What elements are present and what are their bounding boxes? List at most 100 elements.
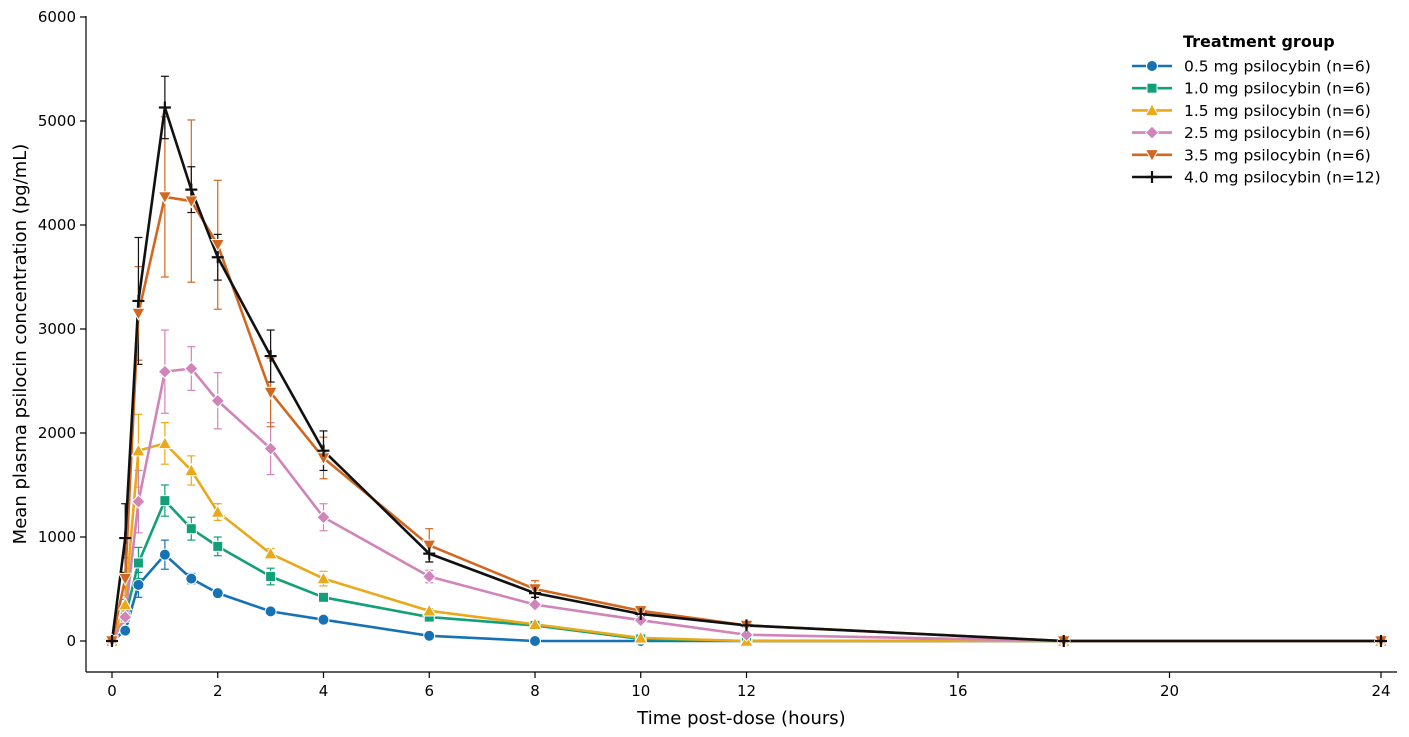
y-tick-label: 3000	[38, 320, 76, 338]
legend-title: Treatment group	[1183, 32, 1335, 51]
data-point	[421, 539, 437, 553]
x-tick-label: 2	[213, 682, 223, 700]
x-tick-label: 24	[1371, 682, 1390, 700]
series-line	[110, 106, 1381, 643]
x-tick-label: 20	[1160, 682, 1179, 700]
data-point	[264, 350, 277, 363]
legend-label: 0.5 mg psilocybin (n=6)	[1184, 58, 1371, 76]
data-point	[316, 510, 331, 525]
legend-swatch-marker	[1146, 82, 1158, 94]
data-point	[529, 587, 541, 600]
x-tick-label: 10	[631, 682, 650, 700]
legend-item: 0.5 mg psilocybin (n=6)	[1132, 58, 1371, 76]
data-point	[317, 444, 330, 457]
data-point	[132, 557, 144, 569]
data-point	[185, 523, 197, 535]
data-point	[423, 547, 436, 560]
data-point	[265, 571, 277, 583]
data-point	[131, 307, 146, 321]
data-point	[317, 613, 330, 626]
markers-layer	[104, 101, 1389, 649]
data-point	[185, 572, 198, 585]
data-point	[210, 393, 225, 408]
data-point	[117, 572, 133, 587]
y-tick-label: 2000	[38, 424, 76, 442]
x-tick-label: 6	[424, 682, 434, 700]
y-tick-label: 0	[66, 632, 76, 650]
legend-item: 3.5 mg psilocybin (n=6)	[1132, 146, 1371, 164]
data-point	[211, 587, 224, 600]
data-point	[212, 540, 224, 552]
data-point	[131, 443, 146, 457]
data-point	[210, 504, 226, 518]
data-point	[527, 597, 543, 612]
data-point	[157, 364, 173, 379]
lines-layer	[110, 106, 1381, 643]
data-point	[183, 462, 199, 477]
axes-layer: 0 2 4 6 8 10 12 16 20 24 010002000300040005000600…	[10, 8, 1397, 729]
y-axis-label: Mean plasma psilocin concentration (pg/m…	[10, 144, 31, 545]
data-point	[316, 571, 331, 585]
series-line	[110, 195, 1381, 643]
legend-swatch-marker	[1146, 171, 1158, 183]
data-point	[263, 386, 278, 400]
data-point	[119, 624, 132, 637]
data-point	[210, 239, 226, 253]
data-point	[158, 548, 171, 561]
legend-label: 2.5 mg psilocybin (n=6)	[1184, 124, 1371, 142]
data-point	[263, 546, 278, 560]
data-point	[183, 195, 199, 209]
legend-items: 0.5 mg psilocybin (n=6) 1.0 mg psilocybin…	[1132, 58, 1381, 187]
data-point	[264, 605, 277, 618]
data-point	[318, 591, 329, 603]
legend-label: 3.5 mg psilocybin (n=6)	[1184, 146, 1371, 164]
data-point	[634, 607, 647, 620]
data-point	[106, 635, 118, 647]
x-tick-label: 8	[530, 682, 540, 700]
y-tick-label: 4000	[38, 216, 76, 234]
legend-label: 1.5 mg psilocybin (n=6)	[1184, 102, 1371, 120]
data-point	[118, 609, 133, 625]
data-point	[131, 494, 146, 509]
legend-swatch-marker	[1144, 125, 1160, 140]
y-tick-label: 6000	[38, 8, 76, 26]
data-point	[423, 629, 436, 642]
data-point	[119, 532, 132, 545]
legend-item: 1.5 mg psilocybin (n=6)	[1132, 102, 1371, 120]
data-point	[422, 569, 437, 584]
legend-label: 4.0 mg psilocybin (n=12)	[1184, 169, 1381, 187]
data-point	[157, 435, 173, 450]
data-point	[529, 635, 541, 647]
data-point	[132, 578, 145, 591]
series-line	[110, 442, 1381, 643]
legend: Treatment group 0.5 mg psilocybin (n=6) 1…	[1132, 32, 1381, 187]
y-tick-label: 5000	[38, 112, 76, 130]
data-point	[740, 619, 753, 632]
data-point	[211, 251, 224, 264]
data-point	[1057, 635, 1070, 647]
x-axis-label: Time post-dose (hours)	[636, 708, 845, 729]
legend-swatch-marker	[1144, 149, 1160, 163]
x-tick-label: 16	[948, 682, 967, 700]
legend-label: 1.0 mg psilocybin (n=6)	[1184, 80, 1371, 98]
legend-swatch-marker	[1144, 102, 1160, 117]
legend-item: 2.5 mg psilocybin (n=6)	[1132, 124, 1371, 142]
data-point	[421, 603, 437, 617]
data-point	[633, 612, 648, 628]
x-tick-label: 0	[107, 682, 117, 700]
y-ticks: 0 1000 2000 3000 4000 5000 6000	[38, 8, 86, 650]
legend-item: 1.0 mg psilocybin (n=6)	[1132, 80, 1371, 98]
data-point	[263, 441, 278, 456]
legend-swatch-marker	[1146, 60, 1158, 72]
data-point	[184, 361, 199, 376]
data-point	[159, 495, 171, 507]
data-point	[117, 597, 133, 611]
data-point	[1375, 635, 1387, 647]
x-tick-label: 12	[737, 682, 756, 700]
data-point	[527, 616, 543, 631]
series-line	[110, 367, 1381, 643]
data-point	[739, 627, 754, 642]
data-point	[132, 294, 145, 307]
